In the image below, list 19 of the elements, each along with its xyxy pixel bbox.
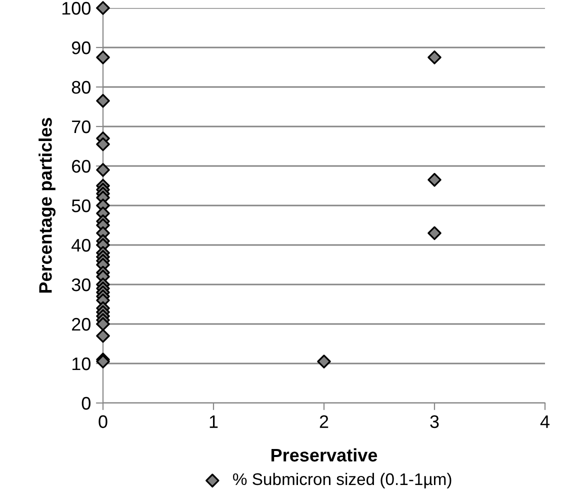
x-tick-label: 2 xyxy=(320,415,328,428)
y-tick-label: 40 xyxy=(72,238,90,252)
y-tick-label: 70 xyxy=(72,120,90,134)
x-tick-label: 1 xyxy=(210,415,218,428)
y-tick-label: 10 xyxy=(72,357,90,370)
y-tick-label: 100 xyxy=(62,2,90,15)
y-tick-label: 0 xyxy=(82,396,90,410)
y-tick-label: 30 xyxy=(72,278,90,292)
y-tick-label: 80 xyxy=(72,80,90,94)
x-tick-label: 4 xyxy=(540,415,550,428)
x-axis-title: Preservative xyxy=(272,448,378,462)
y-tick-label: 90 xyxy=(72,41,90,54)
legend-label: % Submicron sized (0.1-1µm) xyxy=(233,472,452,488)
y-tick-label: 20 xyxy=(72,318,90,331)
y-tick-label: 60 xyxy=(72,160,90,173)
y-tick-label: 50 xyxy=(72,199,90,212)
y-axis-title: Percentage particles xyxy=(38,118,56,293)
x-tick-label: 3 xyxy=(430,415,439,428)
x-tick-label: 0 xyxy=(98,415,108,428)
